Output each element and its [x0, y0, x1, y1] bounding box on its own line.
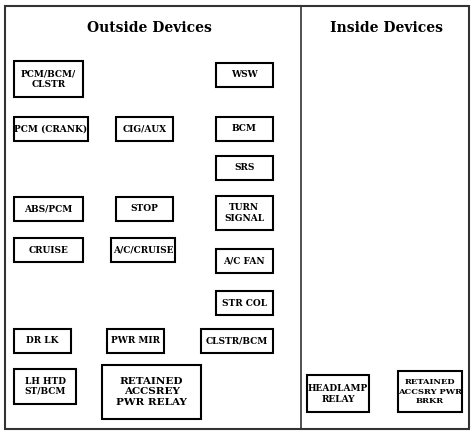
FancyBboxPatch shape [14, 329, 71, 353]
Text: BCM: BCM [232, 124, 256, 133]
FancyBboxPatch shape [216, 291, 273, 315]
FancyBboxPatch shape [116, 117, 173, 141]
Text: STR COL: STR COL [221, 299, 267, 308]
FancyBboxPatch shape [14, 61, 83, 97]
FancyBboxPatch shape [14, 197, 83, 221]
Text: HEADLAMP
RELAY: HEADLAMP RELAY [308, 384, 368, 404]
FancyBboxPatch shape [398, 371, 462, 412]
FancyBboxPatch shape [14, 369, 76, 404]
Text: Inside Devices: Inside Devices [330, 21, 443, 35]
FancyBboxPatch shape [102, 365, 201, 419]
FancyBboxPatch shape [216, 249, 273, 273]
Text: DR LK: DR LK [27, 336, 59, 346]
Text: A/C/CRUISE: A/C/CRUISE [113, 246, 173, 255]
Text: STOP: STOP [131, 204, 158, 213]
Text: CIG/AUX: CIG/AUX [122, 124, 167, 133]
FancyBboxPatch shape [116, 197, 173, 221]
Text: RETAINED
ACCSREY
PWR RELAY: RETAINED ACCSREY PWR RELAY [116, 377, 187, 407]
Text: ABS/PCM: ABS/PCM [25, 204, 73, 213]
Text: RETAINED
ACCSRY PWR
BRKR: RETAINED ACCSRY PWR BRKR [398, 378, 462, 405]
FancyBboxPatch shape [111, 238, 175, 262]
Text: PCM/BCM/
CLSTR: PCM/BCM/ CLSTR [21, 69, 76, 89]
Text: CLSTR/BCM: CLSTR/BCM [206, 336, 268, 346]
FancyBboxPatch shape [216, 63, 273, 87]
Text: PCM (CRANK): PCM (CRANK) [14, 124, 88, 133]
Text: SRS: SRS [234, 163, 254, 172]
Text: CRUISE: CRUISE [28, 246, 69, 255]
FancyBboxPatch shape [14, 238, 83, 262]
Text: LH HTD
ST/BCM: LH HTD ST/BCM [24, 377, 66, 396]
Text: A/C FAN: A/C FAN [223, 256, 265, 265]
Text: TURN
SIGNAL: TURN SIGNAL [224, 204, 264, 223]
Text: PWR MIR: PWR MIR [110, 336, 160, 346]
FancyBboxPatch shape [5, 6, 469, 429]
Text: WSW: WSW [231, 70, 257, 79]
FancyBboxPatch shape [14, 117, 88, 141]
FancyBboxPatch shape [307, 375, 369, 412]
FancyBboxPatch shape [216, 156, 273, 180]
Text: Outside Devices: Outside Devices [87, 21, 212, 35]
FancyBboxPatch shape [201, 329, 273, 353]
FancyBboxPatch shape [107, 329, 164, 353]
FancyBboxPatch shape [216, 196, 273, 230]
FancyBboxPatch shape [216, 117, 273, 141]
